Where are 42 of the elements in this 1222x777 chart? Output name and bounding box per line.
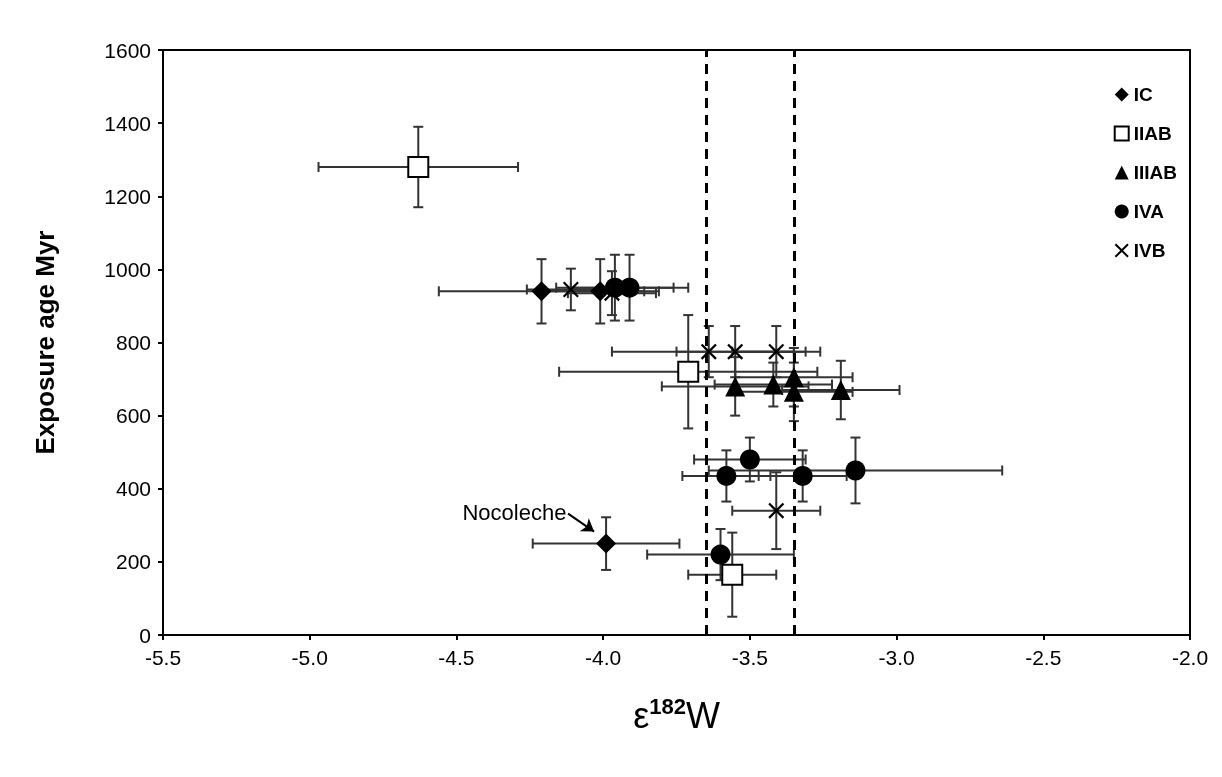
point [792,465,813,486]
x-tick-label: -2.5 [1025,646,1062,669]
y-tick-label: 200 [115,550,151,574]
annotation: Nocoleche [462,499,567,525]
legend-label: IIAB [1133,123,1172,144]
x-tick-label: -2.0 [1171,646,1209,669]
x-tick-label: -4.5 [438,646,475,669]
x-tick-label: -5.0 [291,646,328,669]
x-tick-label: -3.5 [731,646,768,669]
point [700,343,717,360]
x-tick-label: -4.0 [585,646,622,669]
y-tick-label: 1000 [104,257,151,281]
point [596,533,617,554]
y-tick-label: 1200 [104,184,151,208]
x-tick-label: -5.5 [144,646,182,669]
point [845,460,866,481]
y-tick-label: 1600 [104,38,151,62]
point [721,563,744,586]
y-tick-label: 600 [115,404,151,428]
y-tick-label: 0 [139,623,151,647]
x-tick-label: -3.0 [878,646,915,669]
point [768,343,785,360]
y-tick-label: 800 [115,331,151,354]
point [739,449,760,470]
legend-label: IVB [1133,240,1166,261]
point [407,156,430,178]
point [830,380,851,401]
point [677,360,700,383]
point [716,465,737,486]
legend-label: IIIAB [1133,162,1177,183]
legend-label: IC [1133,84,1153,105]
point [531,281,552,302]
y-tick-label: 1400 [104,111,151,135]
point [725,376,746,397]
point [710,544,731,565]
y-axis-title: Exposure age Myr [30,230,60,455]
point [619,277,640,298]
legend-label: IVA [1133,201,1165,222]
point [603,285,620,302]
point [763,374,784,395]
y-tick-label: 400 [115,477,151,501]
point [768,502,785,519]
